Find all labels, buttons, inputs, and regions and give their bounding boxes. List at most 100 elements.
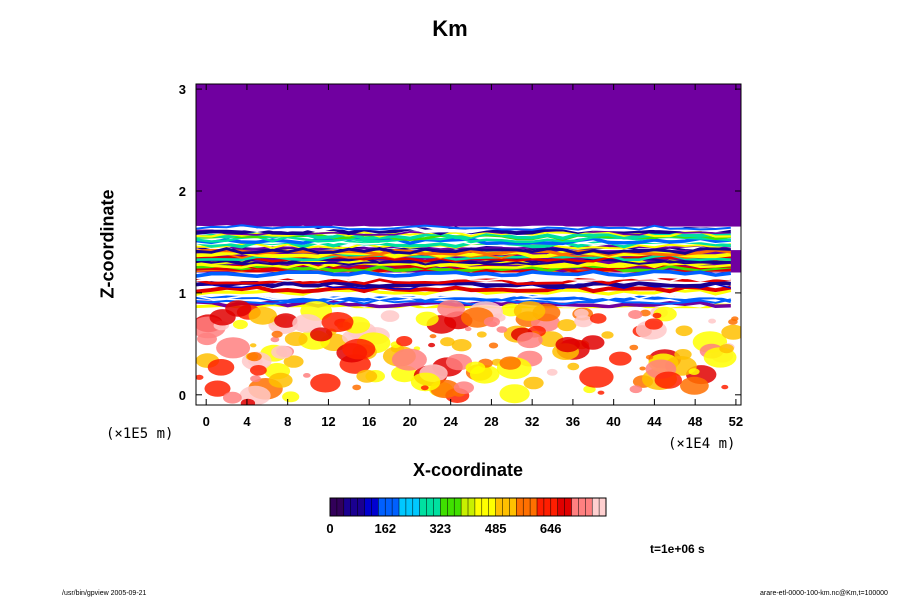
field-blob (196, 374, 204, 380)
field-stripe (196, 272, 731, 281)
field-blob (270, 336, 280, 343)
field-stripe (196, 300, 731, 309)
field-blob (719, 344, 734, 354)
field-blob (488, 342, 499, 349)
x-axis: 0 4 8 12 16 20 24 28 32 36 40 44 48 52 (203, 84, 743, 429)
field-stripe (196, 246, 731, 255)
x-tick-label: 4 (243, 414, 251, 429)
field-blob (574, 315, 593, 328)
field-blob (654, 371, 682, 389)
x-tick-label: 20 (403, 414, 417, 429)
field-blob (284, 331, 308, 346)
field-blob (321, 312, 354, 332)
colorbar-segment (433, 498, 441, 516)
colorbar-segment (412, 498, 421, 516)
field-blob (415, 311, 439, 326)
y-tick-label: 3 (179, 82, 186, 97)
colorbar-segment (343, 498, 352, 516)
field-blob (465, 361, 486, 374)
field-blob (410, 372, 441, 392)
field-blob (310, 373, 341, 393)
field-blob (445, 353, 473, 371)
field-blob (271, 345, 293, 359)
y-scale-label: (×1E5 m) (106, 426, 174, 442)
y-tick-label: 2 (179, 184, 186, 199)
field-blob (247, 352, 262, 362)
colorbar: 0 162 323 485 646 (326, 497, 607, 536)
field-blob (680, 376, 709, 395)
colorbar-segment (371, 498, 379, 516)
x-tick-label: 52 (729, 414, 743, 429)
colorbar-segment (571, 498, 579, 516)
field-stripe (196, 280, 731, 289)
field-stripe (196, 298, 732, 306)
colorbar-tick-label: 0 (326, 521, 333, 536)
field-blob (249, 343, 257, 348)
colorbar-segment (585, 498, 593, 516)
field-stripe (196, 253, 731, 262)
x-tick-label: 36 (566, 414, 580, 429)
field-blob (597, 390, 605, 395)
field-blob (499, 356, 521, 370)
field-blob (728, 318, 738, 325)
field-blob (310, 327, 333, 342)
colorbar-segment (385, 498, 393, 516)
field-blob (352, 384, 362, 391)
colorbar-segment (440, 498, 448, 516)
colorbar-segment (392, 498, 400, 516)
field-blob (223, 391, 242, 404)
field-blob (675, 325, 693, 337)
field-blob (629, 385, 643, 394)
field-blob (437, 300, 465, 318)
colorbar-segment (364, 498, 372, 516)
field-blob (204, 380, 231, 397)
field-blob (513, 301, 546, 321)
field-blob (721, 384, 729, 390)
colorbar-segment (336, 498, 345, 516)
field-blob (629, 344, 639, 351)
colorbar-segment (419, 498, 427, 516)
field-blob (303, 373, 311, 378)
field-blob (645, 354, 654, 360)
field-blob (250, 375, 261, 383)
x-tick-label: 16 (362, 414, 376, 429)
time-stamp: t=1e+06 s (650, 542, 705, 556)
x-tick-label: 8 (284, 414, 291, 429)
field-stripe (196, 293, 731, 301)
field-blob (440, 337, 455, 347)
field-blob (342, 338, 376, 360)
colorbar-tick-label: 485 (485, 521, 507, 536)
colorbar-segment (592, 498, 600, 516)
field-blob (271, 330, 283, 338)
plot-frame (195, 83, 742, 406)
field-blob (708, 318, 716, 324)
field-blob (216, 337, 251, 359)
colorbar-segment (461, 498, 469, 516)
field-blob (429, 334, 437, 339)
x-tick-label: 48 (688, 414, 702, 429)
field-stripe (196, 269, 732, 279)
x-tick-label: 28 (484, 414, 498, 429)
colorbar-segment (399, 498, 407, 516)
colorbar-tick-label: 323 (429, 521, 451, 536)
field-blob (579, 366, 614, 388)
field-blob (589, 313, 607, 324)
colorbar-segment (330, 498, 338, 516)
field-blob (356, 369, 378, 383)
field-blob (240, 398, 256, 405)
colorbar-segment (509, 498, 517, 516)
colorbar-segment (502, 498, 510, 516)
field-blob (248, 306, 277, 325)
x-scale-label: (×1E4 m) (668, 436, 736, 452)
colorbar-segment (474, 498, 483, 516)
colorbar-segment (557, 498, 565, 516)
field-blob (282, 391, 300, 403)
colorbar-segment (543, 498, 552, 516)
field-blob (209, 309, 236, 326)
colorbar-segment (488, 498, 496, 516)
x-tick-label: 12 (321, 414, 335, 429)
x-axis-label: X-coordinate (412, 460, 523, 480)
field-blob (644, 318, 663, 330)
x-tick-label: 0 (203, 414, 210, 429)
field-blob (567, 362, 580, 371)
